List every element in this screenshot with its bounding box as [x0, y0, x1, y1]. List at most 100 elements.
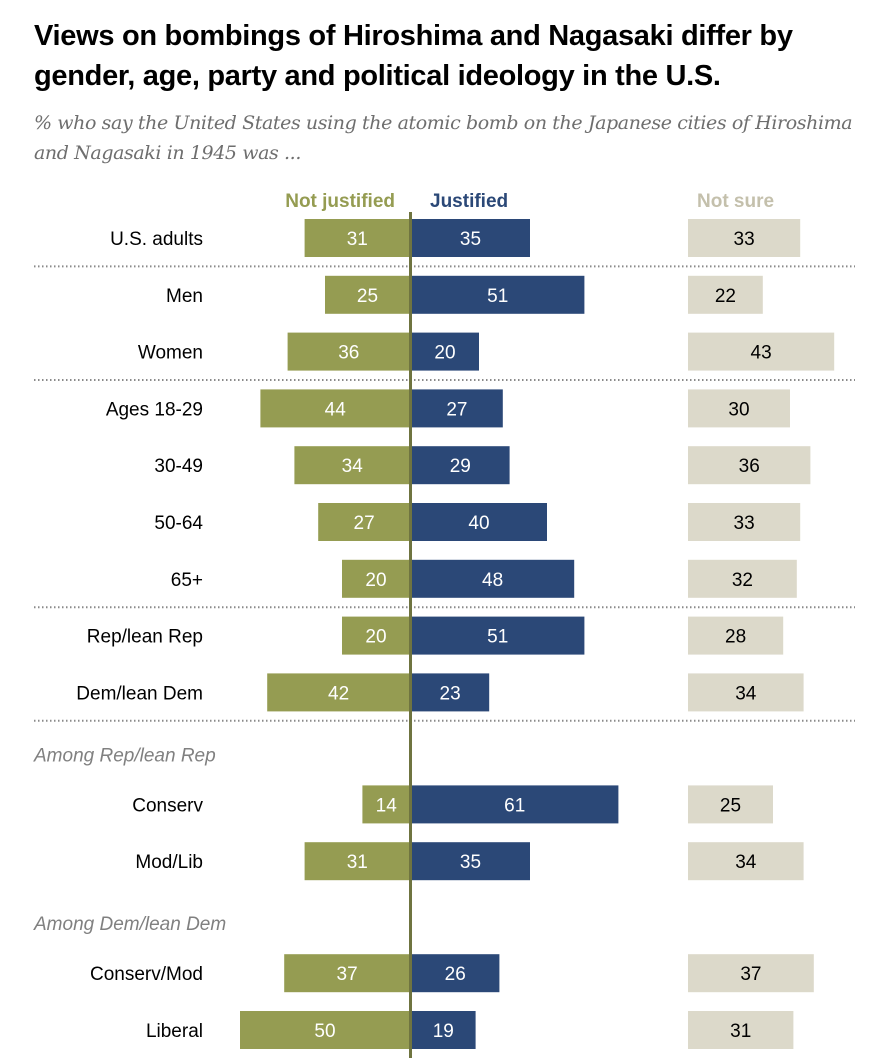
value-justified: 29: [450, 456, 471, 477]
row-label: Dem/lean Dem: [76, 683, 203, 704]
value-not-justified: 14: [376, 795, 398, 816]
value-justified: 26: [445, 964, 466, 985]
chart-rows: U.S. adults 31 35 33 Men 25 51 22 Women 36 20 43 Age…: [33, 219, 835, 1049]
bar-not-sure: [688, 785, 773, 824]
row-label: Men: [166, 286, 203, 307]
row-label: Rep/lean Rep: [87, 627, 203, 648]
row-women: Women 36 20 43: [138, 332, 835, 371]
value-not-sure: 30: [728, 399, 749, 420]
row-label: Conserv/Mod: [90, 964, 203, 985]
value-justified: 19: [433, 1021, 454, 1042]
bar-justified: [411, 219, 530, 257]
value-justified: 51: [487, 627, 508, 648]
row-men: Men 25 51 22: [166, 275, 763, 314]
chart-title: Views on bombings of Hiroshima and Nagas…: [34, 20, 793, 92]
value-not-sure: 22: [715, 286, 736, 307]
row-label: Mod/Lib: [135, 852, 203, 873]
bar-not-justified: [294, 446, 410, 485]
value-justified: 27: [446, 399, 467, 420]
bar-not-sure: [688, 219, 801, 257]
row-label: Conserv: [132, 795, 203, 816]
bar-not-sure: [688, 503, 801, 541]
value-not-sure: 32: [732, 570, 753, 591]
value-not-sure: 37: [740, 964, 761, 985]
bar-not-sure: [688, 446, 811, 485]
bar-not-justified: [304, 219, 410, 257]
row-rep-lean-rep: Rep/lean Rep 20 51 28: [87, 616, 784, 655]
value-not-sure: 33: [734, 229, 755, 250]
row-50-64: 50-64 27 40 33: [154, 503, 801, 541]
bar-justified: [411, 616, 585, 655]
value-not-sure: 33: [734, 513, 755, 534]
bar-not-sure: [688, 616, 784, 655]
value-not-justified: 50: [314, 1021, 335, 1042]
value-not-justified: 31: [347, 229, 368, 250]
bar-not-justified: [260, 389, 410, 428]
row-label: Ages 18-29: [106, 399, 203, 420]
bar-not-sure: [688, 1011, 794, 1049]
value-justified: 61: [504, 795, 525, 816]
value-not-sure: 34: [735, 683, 757, 704]
legend-not-sure: Not sure: [697, 191, 774, 212]
row-ages-18-29: Ages 18-29 44 27 30: [106, 389, 790, 428]
value-not-justified: 20: [365, 627, 386, 648]
bar-not-justified: [362, 785, 410, 824]
value-not-justified: 37: [337, 964, 358, 985]
bar-not-sure: [688, 842, 804, 881]
value-justified: 20: [434, 343, 455, 364]
bar-not-justified: [267, 673, 410, 712]
bar-not-justified: [287, 332, 410, 371]
value-not-sure: 36: [739, 456, 760, 477]
value-not-justified: 25: [357, 286, 378, 307]
value-justified: 48: [482, 570, 503, 591]
bar-not-justified: [304, 842, 410, 881]
legend-not-justified: Not justified: [285, 191, 395, 212]
bar-justified: [411, 954, 500, 993]
value-not-justified: 20: [365, 570, 386, 591]
row-dem-lean-dem: Dem/lean Dem 42 23 34: [76, 673, 804, 712]
row-conserv-mod: Conserv/Mod 37 26 37: [90, 954, 814, 993]
bar-not-sure: [688, 559, 797, 598]
bar-justified: [411, 1011, 476, 1049]
value-not-sure: 28: [725, 627, 746, 648]
row-label: Women: [138, 343, 203, 364]
row-u-s-adults: U.S. adults 31 35 33: [110, 219, 801, 257]
row-conserv: Conserv 14 61 25: [132, 785, 773, 824]
value-not-justified: 44: [325, 399, 347, 420]
row-label: 65+: [171, 570, 203, 591]
bar-justified: [411, 842, 530, 881]
value-not-justified: 34: [342, 456, 364, 477]
legend-justified: Justified: [430, 191, 508, 212]
bar-not-sure: [688, 332, 835, 371]
value-justified: 35: [460, 852, 481, 873]
value-not-sure: 25: [720, 795, 741, 816]
bar-not-justified: [325, 275, 410, 314]
bar-justified: [411, 673, 490, 712]
chart-subtitle: % who say the United States using the at…: [34, 112, 853, 164]
value-not-sure: 31: [730, 1021, 751, 1042]
row-65-: 65+ 20 48 32: [171, 559, 797, 598]
value-not-justified: 27: [354, 513, 375, 534]
bar-justified: [411, 332, 479, 371]
bar-not-justified: [284, 954, 410, 993]
group-label: Among Dem/lean Dem: [33, 914, 226, 935]
row-mod-lib: Mod/Lib 31 35 34: [135, 842, 804, 881]
row-30-49: 30-49 34 29 36: [154, 446, 811, 485]
value-not-justified: 42: [328, 683, 349, 704]
value-not-justified: 36: [338, 343, 359, 364]
bar-not-sure: [688, 389, 790, 428]
value-not-justified: 31: [347, 852, 368, 873]
bar-justified: [411, 389, 503, 428]
bar-not-sure: [688, 954, 814, 993]
bar-not-sure: [688, 275, 763, 314]
value-not-sure: 34: [735, 852, 757, 873]
bar-justified: [411, 503, 547, 541]
group-label: Among Rep/lean Rep: [33, 745, 216, 766]
bar-justified: [411, 785, 619, 824]
bar-not-justified: [342, 616, 410, 655]
value-not-sure: 43: [751, 343, 772, 364]
bar-justified: [411, 275, 585, 314]
value-justified: 35: [460, 229, 481, 250]
value-justified: 51: [487, 286, 508, 307]
